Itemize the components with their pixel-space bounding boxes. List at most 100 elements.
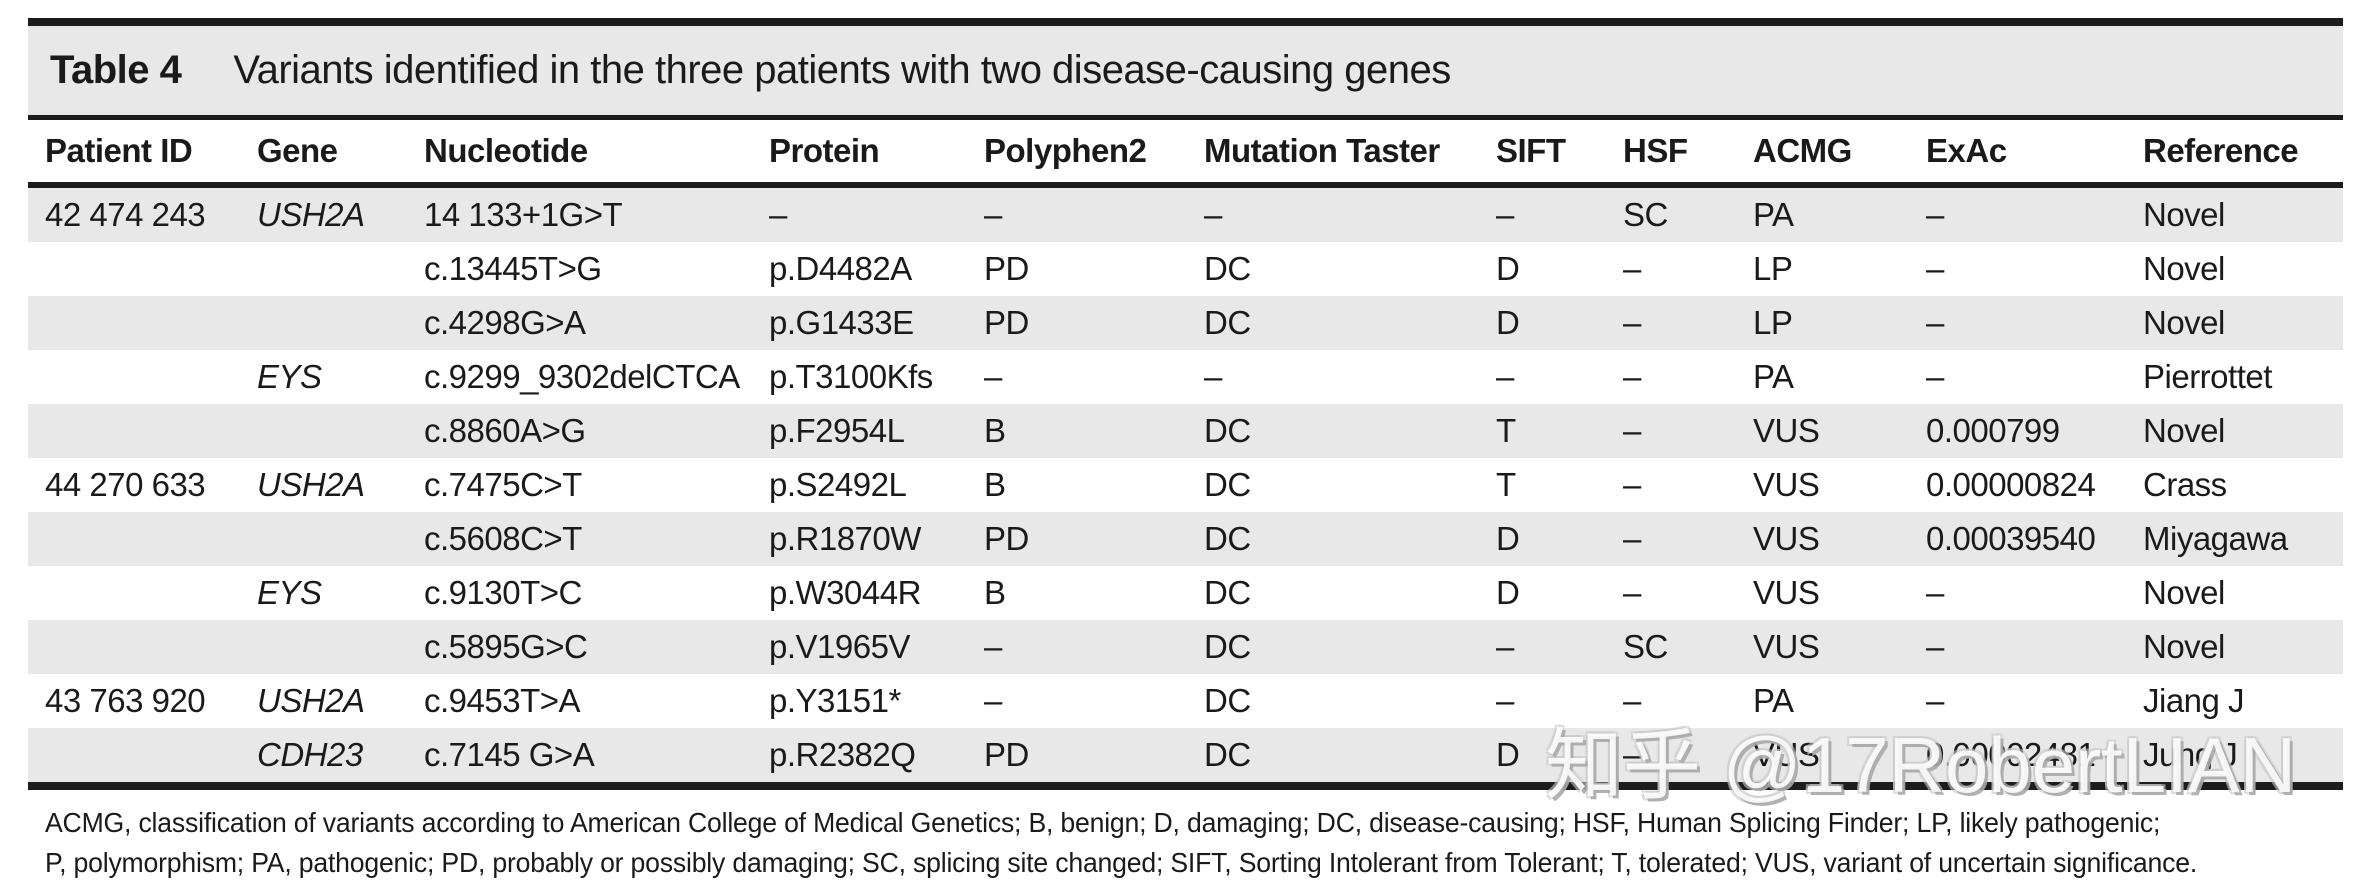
table-cell — [28, 296, 240, 350]
table-cell: – — [769, 196, 787, 233]
table-cell: – — [1204, 196, 1222, 233]
table-cell: 44 270 633 — [45, 466, 206, 503]
table-cell: 43 763 920 — [45, 682, 206, 719]
column-header-acmg: ACMG — [1736, 120, 1909, 188]
table-cell: D — [1496, 304, 1520, 341]
table-title: Variants identified in the three patient… — [233, 48, 1451, 92]
table-cell: c.9299_9302delCTCA — [424, 358, 740, 395]
table-cell: p.W3044R — [769, 574, 921, 611]
column-header-protein: Protein — [752, 120, 967, 188]
table-cell: Jiang J — [2143, 682, 2245, 719]
table-cell — [240, 512, 407, 566]
table-cell — [28, 242, 240, 296]
table-cell: – — [1623, 466, 1641, 503]
table-cell — [240, 296, 407, 350]
table-row: c.13445T>G p.D4482A PD DC D – LP – Novel — [28, 242, 2343, 296]
table-cell — [28, 512, 240, 566]
table-cell: – — [1496, 682, 1514, 719]
column-header-hsf: HSF — [1606, 120, 1736, 188]
table-header-row: Patient ID Gene Nucleotide Protein Polyphen2… — [28, 120, 2343, 188]
table-cell: CDH23 — [257, 736, 363, 773]
table4-container: Table 4 Variants identified in the three… — [28, 18, 2343, 883]
table-cell: c.5608C>T — [424, 520, 582, 557]
table-row: CDH23 c.7145 G>A p.R2382Q PD DC D – VUS 0.000024… — [28, 728, 2343, 786]
table-cell: DC — [1204, 466, 1251, 503]
table-cell: – — [984, 682, 1002, 719]
table-cell: 42 474 243 — [45, 196, 206, 233]
table-cell: c.9130T>C — [424, 574, 582, 611]
table-row: EYS c.9299_9302delCTCA p.T3100Kfs – – – – PA – Pi… — [28, 350, 2343, 404]
table-cell: D — [1496, 736, 1520, 773]
table-cell: VUS — [1753, 466, 1820, 503]
table-cell: Novel — [2143, 304, 2225, 341]
table-cell: – — [1204, 358, 1222, 395]
table-cell: USH2A — [257, 466, 365, 503]
table-cell: D — [1496, 520, 1520, 557]
table-cell: USH2A — [257, 682, 365, 719]
table-cell: PD — [984, 304, 1029, 341]
table-cell: – — [1496, 358, 1514, 395]
table-cell: VUS — [1753, 520, 1820, 557]
table-cell: p.G1433E — [769, 304, 914, 341]
table-cell: – — [1623, 412, 1641, 449]
table-cell: p.Y3151* — [769, 682, 901, 719]
table-cell — [240, 242, 407, 296]
table-cell: – — [1623, 250, 1641, 287]
table-cell: DC — [1204, 520, 1251, 557]
table-row: 44 270 633 USH2A c.7475C>T p.S2492L B DC T – VUS… — [28, 458, 2343, 512]
table-cell: Novel — [2143, 412, 2225, 449]
table-cell: – — [1926, 574, 1944, 611]
table-cell: B — [984, 466, 1006, 503]
table-cell: B — [984, 412, 1006, 449]
table-cell: p.R1870W — [769, 520, 921, 557]
column-header-gene: Gene — [240, 120, 407, 188]
table-cell — [28, 566, 240, 620]
column-header-sift: SIFT — [1479, 120, 1606, 188]
column-header-nucleotide: Nucleotide — [407, 120, 752, 188]
table-cell: DC — [1204, 412, 1251, 449]
table-cell: D — [1496, 574, 1520, 611]
table-cell: LP — [1753, 250, 1793, 287]
column-header-polyphen2: Polyphen2 — [967, 120, 1187, 188]
table-cell: Novel — [2143, 250, 2225, 287]
table-cell: B — [984, 574, 1006, 611]
table-row: c.8860A>G p.F2954L B DC T – VUS 0.000799 Novel — [28, 404, 2343, 458]
variants-table: Patient ID Gene Nucleotide Protein Polyphen2… — [28, 120, 2343, 790]
table-cell: p.T3100Kfs — [769, 358, 933, 395]
table-cell: c.7145 G>A — [424, 736, 595, 773]
table-cell: 0.000799 — [1926, 412, 2060, 449]
table-cell: c.7475C>T — [424, 466, 582, 503]
table-cell — [28, 350, 240, 404]
table-row: EYS c.9130T>C p.W3044R B DC D – VUS – Novel — [28, 566, 2343, 620]
table-cell: p.S2492L — [769, 466, 907, 503]
table-cell: – — [1496, 628, 1514, 665]
table-cell — [28, 728, 240, 786]
table-cell: 14 133+1G>T — [424, 196, 623, 233]
table-cell — [28, 620, 240, 674]
table-cell: Pierrottet — [2143, 358, 2272, 395]
table-cell: PA — [1753, 196, 1794, 233]
table-cell: PD — [984, 520, 1029, 557]
table-cell — [28, 404, 240, 458]
table-row: 42 474 243 USH2A 14 133+1G>T – – – – SC PA – Novel — [28, 185, 2343, 242]
table-cell: VUS — [1753, 574, 1820, 611]
table-cell: 0.00002481 — [1926, 736, 2096, 773]
table-cell: LP — [1753, 304, 1793, 341]
table-cell: c.4298G>A — [424, 304, 586, 341]
table-cell: – — [1926, 682, 1944, 719]
table-cell: – — [1623, 358, 1641, 395]
table-cell — [240, 404, 407, 458]
table-cell: PD — [984, 736, 1029, 773]
table-row: 43 763 920 USH2A c.9453T>A p.Y3151* – DC – – PA –… — [28, 674, 2343, 728]
column-header-patient-id: Patient ID — [28, 120, 240, 188]
table-cell: DC — [1204, 682, 1251, 719]
table-cell: – — [1926, 250, 1944, 287]
table-title-bar: Table 4 Variants identified in the three… — [28, 18, 2343, 120]
table-row: c.5608C>T p.R1870W PD DC D – VUS 0.00039540 Miya… — [28, 512, 2343, 566]
footnote-line-2: P, polymorphism; PA, pathogenic; PD, pro… — [45, 847, 2198, 878]
table-cell: D — [1496, 250, 1520, 287]
table-cell: – — [1926, 196, 1944, 233]
column-header-reference: Reference — [2126, 120, 2343, 188]
table-number: Table 4 — [50, 48, 182, 92]
